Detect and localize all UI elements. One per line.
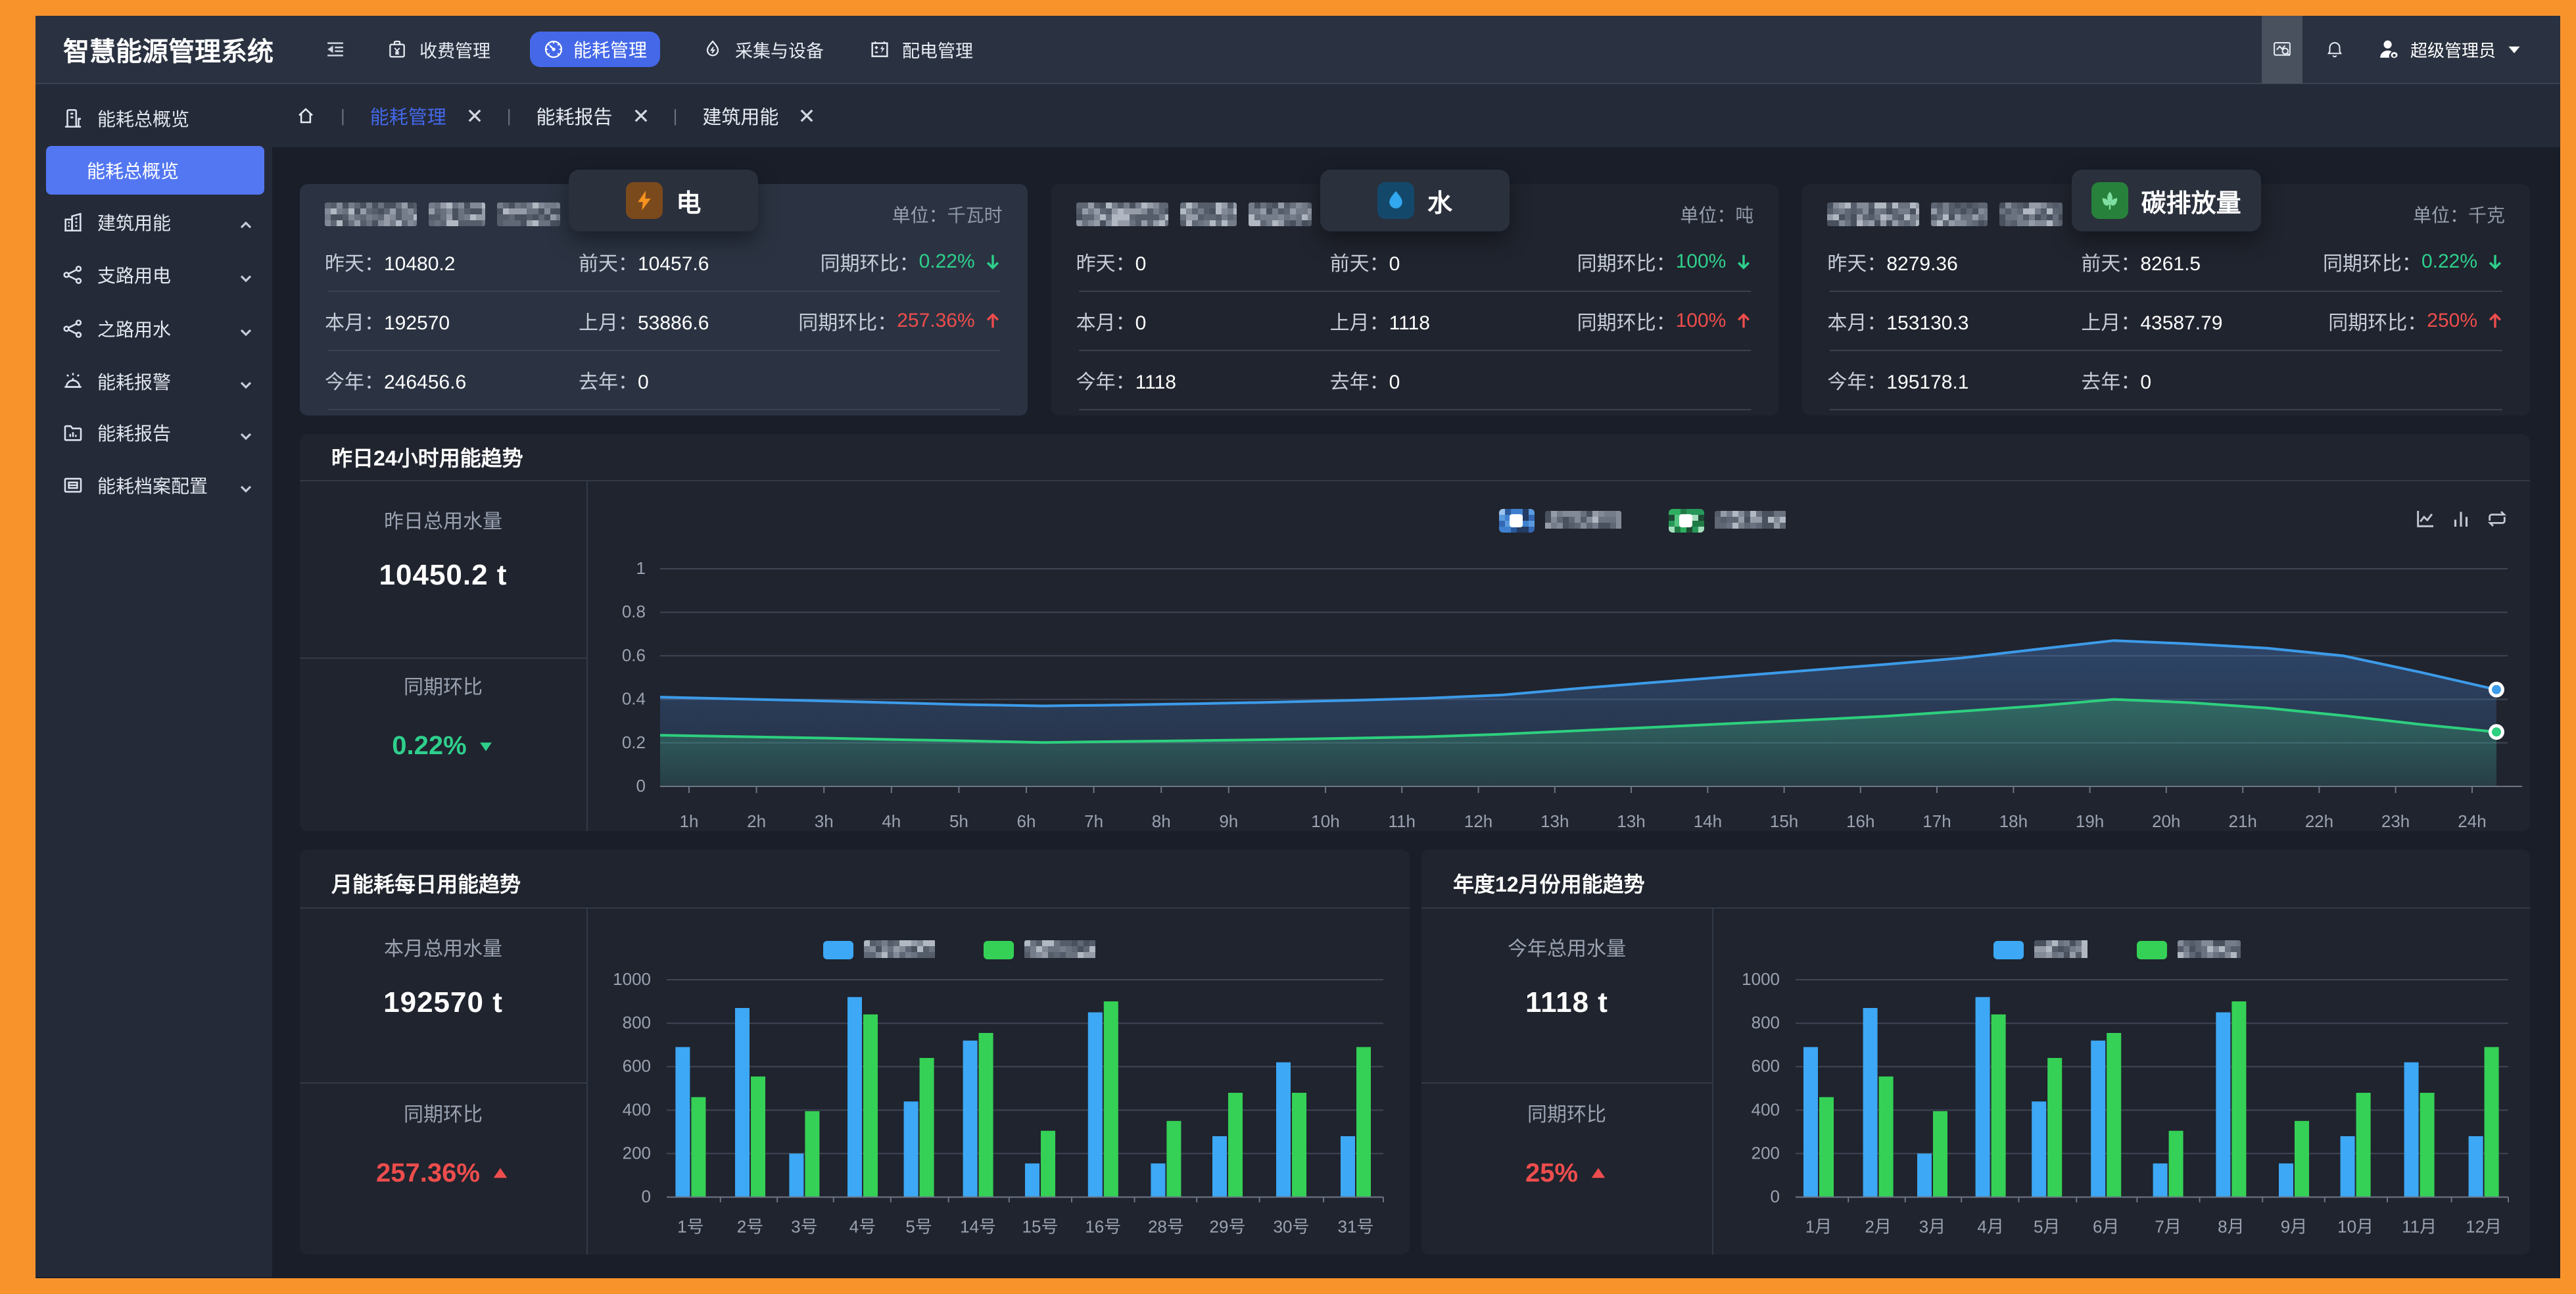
svg-text:24h: 24h [2458,811,2486,831]
svg-text:200: 200 [623,1143,651,1162]
svg-text:8月: 8月 [2218,1217,2244,1237]
svg-text:4月: 4月 [1977,1217,2003,1237]
svg-text:8h: 8h [1152,811,1171,831]
svg-text:0.6: 0.6 [622,645,646,665]
svg-text:15h: 15h [1770,811,1798,831]
svg-text:5h: 5h [949,811,968,831]
svg-text:29号: 29号 [1210,1217,1246,1237]
svg-text:2号: 2号 [737,1217,763,1237]
svg-text:400: 400 [623,1099,651,1119]
svg-text:800: 800 [1752,1013,1780,1032]
svg-text:10月: 10月 [2337,1217,2373,1237]
svg-text:1000: 1000 [1742,969,1780,989]
svg-text:6月: 6月 [2093,1217,2119,1237]
svg-text:13h: 13h [1617,811,1645,831]
svg-text:22h: 22h [2305,811,2333,831]
svg-text:16h: 16h [1846,811,1874,831]
svg-text:14h: 14h [1694,811,1722,831]
svg-text:4h: 4h [882,811,901,831]
svg-text:0.4: 0.4 [622,689,646,709]
svg-text:1号: 1号 [677,1217,704,1237]
svg-text:23h: 23h [2381,811,2410,831]
svg-text:0.2: 0.2 [622,732,646,752]
svg-text:19h: 19h [2076,811,2104,831]
svg-text:5月: 5月 [2034,1217,2060,1237]
svg-text:3月: 3月 [1919,1217,1945,1237]
svg-text:800: 800 [623,1013,651,1032]
svg-text:20h: 20h [2152,811,2180,831]
svg-text:31号: 31号 [1338,1217,1374,1237]
svg-text:21h: 21h [2229,811,2257,831]
svg-text:7h: 7h [1084,811,1103,831]
svg-text:3h: 3h [815,811,834,831]
svg-text:5号: 5号 [905,1217,932,1237]
svg-text:1: 1 [636,558,646,578]
svg-text:3号: 3号 [791,1217,817,1237]
svg-text:0: 0 [1771,1187,1780,1207]
svg-text:10h: 10h [1311,811,1339,831]
svg-text:400: 400 [1752,1099,1780,1119]
svg-text:1月: 1月 [1805,1217,1832,1237]
svg-text:16号: 16号 [1085,1217,1121,1237]
svg-text:4号: 4号 [849,1217,876,1237]
svg-text:13h: 13h [1540,811,1569,831]
svg-text:12月: 12月 [2466,1217,2502,1237]
svg-text:1000: 1000 [613,969,651,989]
svg-text:0.8: 0.8 [622,602,646,621]
svg-text:18h: 18h [1999,811,2028,831]
svg-text:9h: 9h [1219,811,1238,831]
svg-text:600: 600 [623,1056,651,1076]
svg-text:9月: 9月 [2281,1217,2307,1237]
svg-text:14号: 14号 [960,1217,996,1237]
svg-text:30号: 30号 [1274,1217,1310,1237]
svg-text:12h: 12h [1464,811,1492,831]
svg-text:15号: 15号 [1022,1217,1059,1237]
svg-text:0: 0 [636,776,646,796]
svg-text:7月: 7月 [2155,1217,2181,1237]
svg-text:2月: 2月 [1865,1217,1891,1237]
svg-text:600: 600 [1752,1056,1780,1076]
svg-text:1h: 1h [680,811,699,831]
svg-text:17h: 17h [1922,811,1951,831]
svg-text:6h: 6h [1017,811,1036,831]
svg-text:11月: 11月 [2402,1217,2437,1237]
svg-text:0: 0 [642,1187,651,1207]
svg-text:200: 200 [1752,1143,1780,1162]
svg-text:28号: 28号 [1148,1217,1184,1237]
svg-text:11h: 11h [1388,811,1415,831]
svg-text:2h: 2h [747,811,766,831]
